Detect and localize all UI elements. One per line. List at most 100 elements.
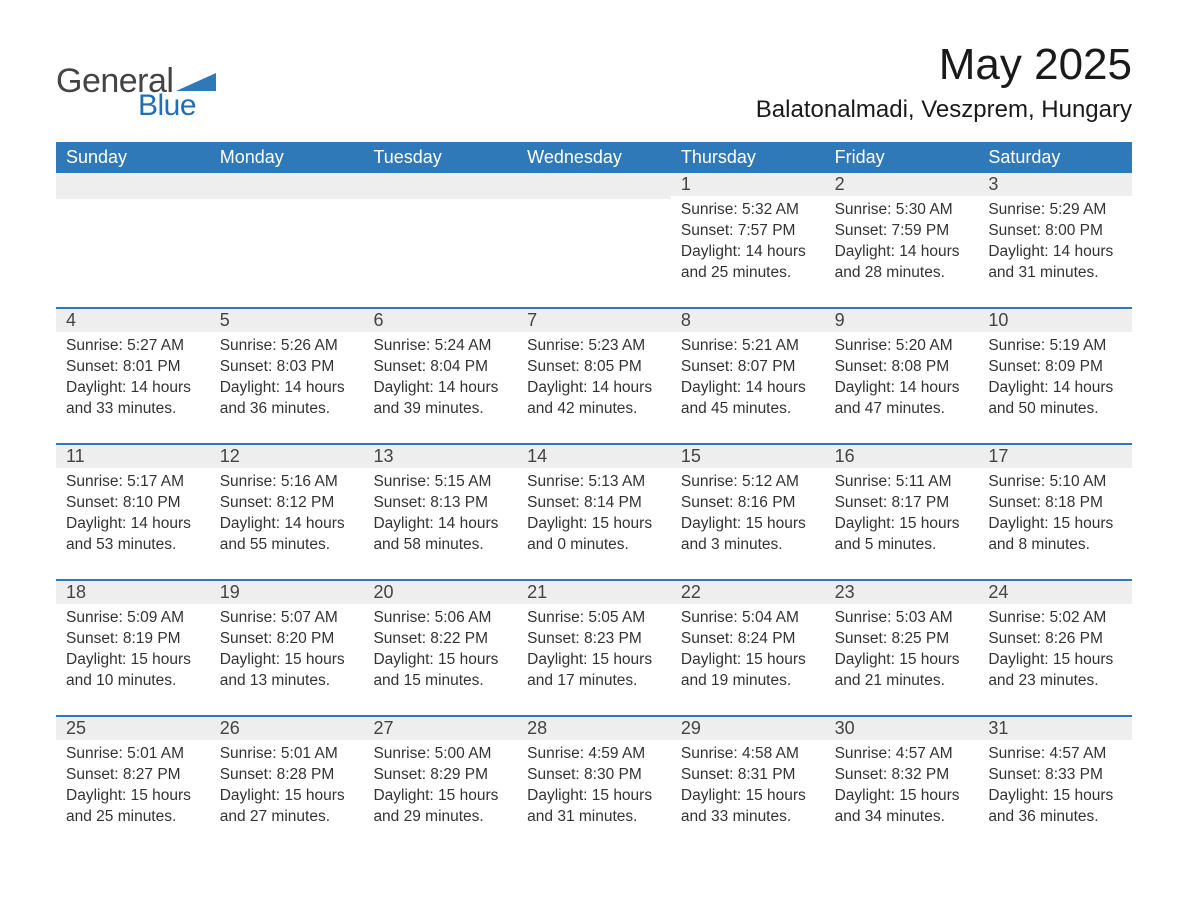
day-content: Sunrise: 5:01 AMSunset: 8:28 PMDaylight:… [210, 740, 364, 832]
day-content: Sunrise: 5:24 AMSunset: 8:04 PMDaylight:… [363, 332, 517, 424]
sunset-text: Sunset: 8:18 PM [988, 493, 1122, 514]
day-cell: 10Sunrise: 5:19 AMSunset: 8:09 PMDayligh… [978, 309, 1132, 443]
day-cell: 29Sunrise: 4:58 AMSunset: 8:31 PMDayligh… [671, 717, 825, 851]
day-cell: 25Sunrise: 5:01 AMSunset: 8:27 PMDayligh… [56, 717, 210, 851]
day-cell: 24Sunrise: 5:02 AMSunset: 8:26 PMDayligh… [978, 581, 1132, 715]
daylight-text: Daylight: 15 hours and 0 minutes. [527, 514, 661, 556]
day-content: Sunrise: 5:01 AMSunset: 8:27 PMDaylight:… [56, 740, 210, 832]
daylight-text: Daylight: 15 hours and 15 minutes. [373, 650, 507, 692]
daylight-text: Daylight: 15 hours and 33 minutes. [681, 786, 815, 828]
day-number: 6 [363, 309, 517, 332]
day-cell: 19Sunrise: 5:07 AMSunset: 8:20 PMDayligh… [210, 581, 364, 715]
day-number: 19 [210, 581, 364, 604]
day-content: Sunrise: 5:09 AMSunset: 8:19 PMDaylight:… [56, 604, 210, 696]
daylight-text: Daylight: 15 hours and 19 minutes. [681, 650, 815, 692]
day-number: 9 [825, 309, 979, 332]
day-cell: 1Sunrise: 5:32 AMSunset: 7:57 PMDaylight… [671, 173, 825, 307]
sunset-text: Sunset: 8:17 PM [835, 493, 969, 514]
day-content: Sunrise: 5:27 AMSunset: 8:01 PMDaylight:… [56, 332, 210, 424]
day-number: 26 [210, 717, 364, 740]
sunrise-text: Sunrise: 5:07 AM [220, 608, 354, 629]
daylight-text: Daylight: 14 hours and 25 minutes. [681, 242, 815, 284]
week-row: 25Sunrise: 5:01 AMSunset: 8:27 PMDayligh… [56, 715, 1132, 851]
sunrise-text: Sunrise: 5:21 AM [681, 336, 815, 357]
daylight-text: Daylight: 15 hours and 13 minutes. [220, 650, 354, 692]
day-content: Sunrise: 5:06 AMSunset: 8:22 PMDaylight:… [363, 604, 517, 696]
daylight-text: Daylight: 14 hours and 28 minutes. [835, 242, 969, 284]
day-cell [210, 173, 364, 307]
weekday-tuesday: Tuesday [363, 142, 517, 173]
sunset-text: Sunset: 8:22 PM [373, 629, 507, 650]
day-content: Sunrise: 5:04 AMSunset: 8:24 PMDaylight:… [671, 604, 825, 696]
month-title: May 2025 [756, 40, 1132, 90]
day-content: Sunrise: 5:26 AMSunset: 8:03 PMDaylight:… [210, 332, 364, 424]
sunset-text: Sunset: 8:04 PM [373, 357, 507, 378]
day-cell: 9Sunrise: 5:20 AMSunset: 8:08 PMDaylight… [825, 309, 979, 443]
day-number: 25 [56, 717, 210, 740]
day-content: Sunrise: 5:29 AMSunset: 8:00 PMDaylight:… [978, 196, 1132, 288]
day-cell: 26Sunrise: 5:01 AMSunset: 8:28 PMDayligh… [210, 717, 364, 851]
day-number: 31 [978, 717, 1132, 740]
daylight-text: Daylight: 14 hours and 58 minutes. [373, 514, 507, 556]
weeks-container: 1Sunrise: 5:32 AMSunset: 7:57 PMDaylight… [56, 173, 1132, 851]
sunrise-text: Sunrise: 5:13 AM [527, 472, 661, 493]
daylight-text: Daylight: 15 hours and 25 minutes. [66, 786, 200, 828]
sunset-text: Sunset: 8:28 PM [220, 765, 354, 786]
day-cell: 6Sunrise: 5:24 AMSunset: 8:04 PMDaylight… [363, 309, 517, 443]
day-number: 21 [517, 581, 671, 604]
day-cell: 11Sunrise: 5:17 AMSunset: 8:10 PMDayligh… [56, 445, 210, 579]
calendar: Sunday Monday Tuesday Wednesday Thursday… [56, 142, 1132, 851]
location: Balatonalmadi, Veszprem, Hungary [756, 96, 1132, 124]
day-content: Sunrise: 5:11 AMSunset: 8:17 PMDaylight:… [825, 468, 979, 560]
daylight-text: Daylight: 15 hours and 31 minutes. [527, 786, 661, 828]
sunrise-text: Sunrise: 4:57 AM [835, 744, 969, 765]
weekday-wednesday: Wednesday [517, 142, 671, 173]
sunset-text: Sunset: 8:12 PM [220, 493, 354, 514]
day-content: Sunrise: 4:58 AMSunset: 8:31 PMDaylight:… [671, 740, 825, 832]
weekday-friday: Friday [825, 142, 979, 173]
sunrise-text: Sunrise: 5:24 AM [373, 336, 507, 357]
sunset-text: Sunset: 8:00 PM [988, 221, 1122, 242]
daylight-text: Daylight: 15 hours and 8 minutes. [988, 514, 1122, 556]
sunrise-text: Sunrise: 5:10 AM [988, 472, 1122, 493]
day-cell: 21Sunrise: 5:05 AMSunset: 8:23 PMDayligh… [517, 581, 671, 715]
day-cell: 14Sunrise: 5:13 AMSunset: 8:14 PMDayligh… [517, 445, 671, 579]
day-number: 11 [56, 445, 210, 468]
sunset-text: Sunset: 8:32 PM [835, 765, 969, 786]
day-cell: 23Sunrise: 5:03 AMSunset: 8:25 PMDayligh… [825, 581, 979, 715]
day-number: 15 [671, 445, 825, 468]
day-number: 30 [825, 717, 979, 740]
week-row: 4Sunrise: 5:27 AMSunset: 8:01 PMDaylight… [56, 307, 1132, 443]
daylight-text: Daylight: 15 hours and 3 minutes. [681, 514, 815, 556]
sunset-text: Sunset: 8:16 PM [681, 493, 815, 514]
sunrise-text: Sunrise: 5:32 AM [681, 200, 815, 221]
day-content: Sunrise: 5:20 AMSunset: 8:08 PMDaylight:… [825, 332, 979, 424]
daylight-text: Daylight: 14 hours and 50 minutes. [988, 378, 1122, 420]
empty-day [363, 173, 517, 199]
day-content: Sunrise: 5:17 AMSunset: 8:10 PMDaylight:… [56, 468, 210, 560]
day-content: Sunrise: 4:59 AMSunset: 8:30 PMDaylight:… [517, 740, 671, 832]
sunset-text: Sunset: 8:24 PM [681, 629, 815, 650]
day-number: 10 [978, 309, 1132, 332]
day-cell: 30Sunrise: 4:57 AMSunset: 8:32 PMDayligh… [825, 717, 979, 851]
day-cell: 15Sunrise: 5:12 AMSunset: 8:16 PMDayligh… [671, 445, 825, 579]
sunrise-text: Sunrise: 5:03 AM [835, 608, 969, 629]
daylight-text: Daylight: 14 hours and 47 minutes. [835, 378, 969, 420]
daylight-text: Daylight: 15 hours and 17 minutes. [527, 650, 661, 692]
day-content: Sunrise: 5:21 AMSunset: 8:07 PMDaylight:… [671, 332, 825, 424]
day-cell: 3Sunrise: 5:29 AMSunset: 8:00 PMDaylight… [978, 173, 1132, 307]
day-number: 3 [978, 173, 1132, 196]
sunrise-text: Sunrise: 5:30 AM [835, 200, 969, 221]
daylight-text: Daylight: 14 hours and 36 minutes. [220, 378, 354, 420]
sunset-text: Sunset: 8:27 PM [66, 765, 200, 786]
sunrise-text: Sunrise: 5:02 AM [988, 608, 1122, 629]
day-cell: 28Sunrise: 4:59 AMSunset: 8:30 PMDayligh… [517, 717, 671, 851]
day-content: Sunrise: 5:16 AMSunset: 8:12 PMDaylight:… [210, 468, 364, 560]
day-content: Sunrise: 5:13 AMSunset: 8:14 PMDaylight:… [517, 468, 671, 560]
weekday-saturday: Saturday [978, 142, 1132, 173]
daylight-text: Daylight: 14 hours and 53 minutes. [66, 514, 200, 556]
sunset-text: Sunset: 8:07 PM [681, 357, 815, 378]
daylight-text: Daylight: 14 hours and 31 minutes. [988, 242, 1122, 284]
day-cell: 4Sunrise: 5:27 AMSunset: 8:01 PMDaylight… [56, 309, 210, 443]
day-cell: 27Sunrise: 5:00 AMSunset: 8:29 PMDayligh… [363, 717, 517, 851]
